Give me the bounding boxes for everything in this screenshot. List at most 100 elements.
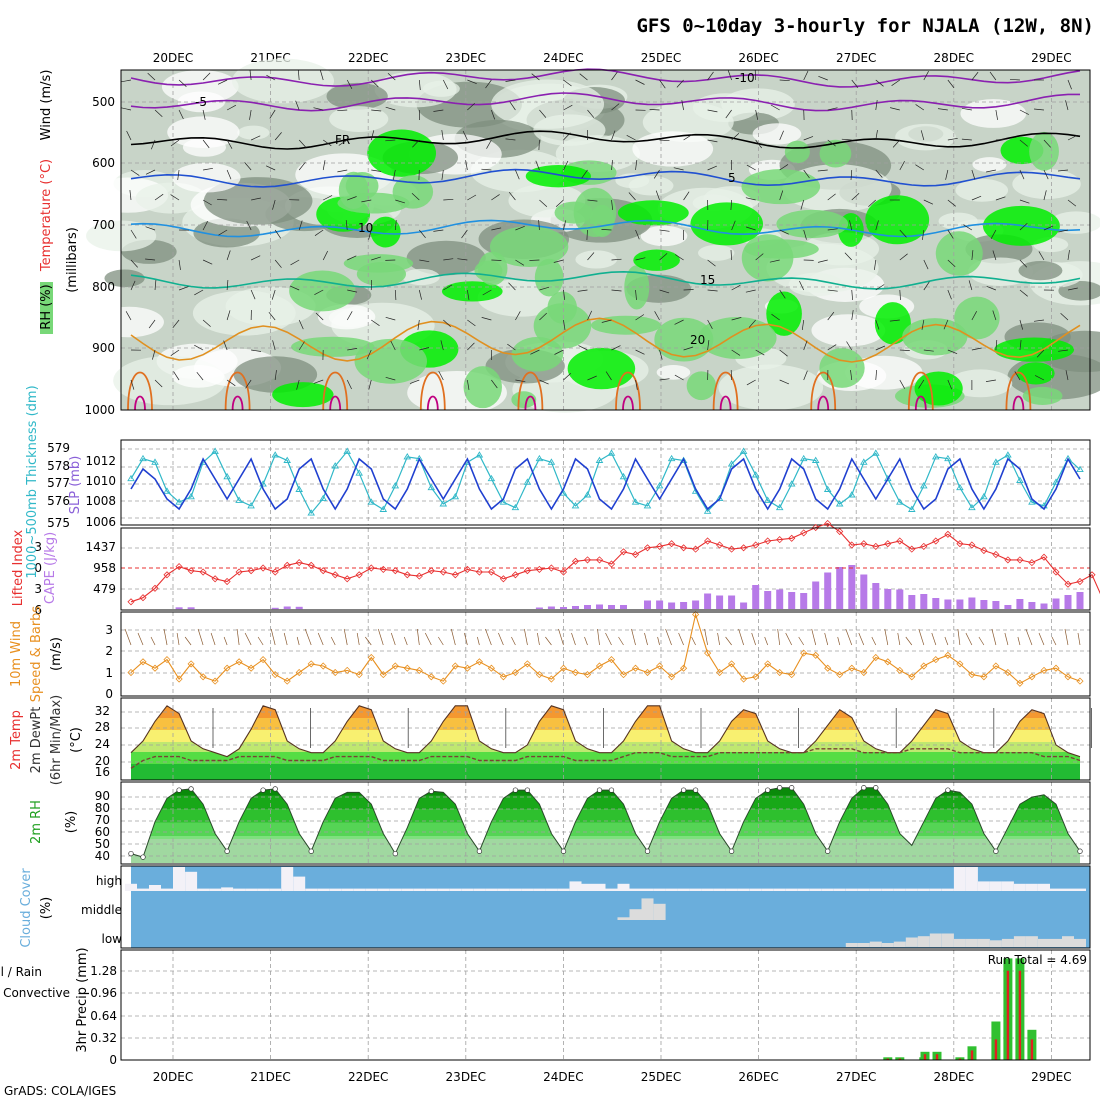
wind-barb [226,310,231,321]
cape-bar [884,589,892,609]
cloud-bar-high [197,888,210,891]
thickness-point [391,482,400,489]
surface-wind-barb [717,632,720,646]
surface-wind-barb [330,636,336,646]
wind-barb [923,199,934,205]
wind-barb [269,109,276,119]
wind-barb [345,220,348,231]
cloud-bar-high [581,883,594,891]
footer-credit: GrADS: COLA/IGES [4,1084,116,1098]
cloud-bar-high [125,883,137,891]
cloud-bar-high [365,888,378,891]
cloud-bar-high [689,888,702,891]
rh-point [260,787,266,793]
wind-barb [1014,371,1021,381]
wind-barb [322,139,332,147]
wind-barb [995,138,1006,141]
wind-barb [250,135,261,141]
wind-barb [875,284,885,291]
cloud-bar-high [569,881,582,891]
rh-blob [968,257,1033,286]
wind-barb [563,160,569,171]
moist-blob [370,216,401,248]
wind-barb [486,139,492,149]
thickness-point [535,454,544,462]
wind-barb [611,71,618,81]
surface-wind-barb [150,636,156,646]
cape-frame [120,527,1091,611]
wind-barb [923,349,934,352]
cloud-bar-high [449,888,462,891]
wind-barb [779,229,789,235]
cape-bar [968,597,976,609]
lifted-index-point [692,545,700,553]
thickness-point [920,482,928,489]
wind-barb [875,369,877,381]
slp-tick: 1010 [85,474,116,488]
lifted-index-point [487,568,495,576]
surface-wind-barb [665,628,672,646]
cloud-level-label: high [96,874,122,888]
rh-point [272,786,278,792]
wind-barb [803,70,809,81]
wind-barb [899,253,908,261]
wind-barb [315,312,324,321]
li-tick: 6 [34,603,42,617]
wind-barb [992,310,997,321]
surface-wind-barb [605,632,612,646]
dewpoint-line [130,748,1081,769]
thickness-point [1016,476,1024,483]
precip-convective-bar [886,1058,889,1060]
wind-barb [707,139,718,143]
lifted-index-point [211,575,219,583]
wind-barb [827,311,835,321]
thickness-point [980,492,988,500]
wind-barb [995,196,1006,201]
cloud-bar-high [869,888,882,891]
wind-barb [968,280,973,291]
wind-barb [419,259,430,263]
thickness-point [763,496,772,503]
cape-bar [1004,605,1012,609]
wind-barb [707,109,718,113]
wind-barb [605,371,612,381]
wind-barb [659,289,670,294]
rh-point [128,850,134,857]
surface-wind-barb [558,628,564,646]
rh-blob [192,290,296,336]
surface-wind-barb [390,632,396,646]
rh-blob [422,80,460,97]
precip-label-a: Total / Rain [0,965,42,979]
wind-speed-point [884,658,892,666]
precip-convective-bar [923,1054,927,1060]
wind-barb [178,286,189,291]
rh-blob [1018,260,1063,281]
wind-barb [1067,135,1078,141]
wind-speed-point [668,673,676,681]
lifted-index-point [175,563,183,571]
rh-band [131,822,1080,837]
cloud-bar-high [257,888,270,891]
wind-barb [899,379,906,389]
wind-speed-point [367,653,375,662]
pressure-tick: 1000 [84,403,115,417]
cloud-bar-high [305,888,318,891]
surface-wind-barb [424,632,432,646]
cape-bar [740,602,748,609]
pressure-axis-label: (millibars) [65,227,80,293]
wind-barb [769,259,780,263]
lifted-index-point [235,568,243,576]
thickness-point [1028,498,1036,505]
wind-barb [1060,313,1069,321]
surface-wind-barb [176,632,180,646]
rh-point [680,787,687,793]
hot-contour [329,395,342,411]
moist-blob [272,382,334,408]
cloud-bar-low [1050,938,1062,947]
cloud-bar-high [1025,883,1038,891]
cloud-bar-high [353,888,366,891]
wind-barb [371,79,379,88]
cape-bar [824,572,832,609]
surface-wind-barb [477,636,480,646]
